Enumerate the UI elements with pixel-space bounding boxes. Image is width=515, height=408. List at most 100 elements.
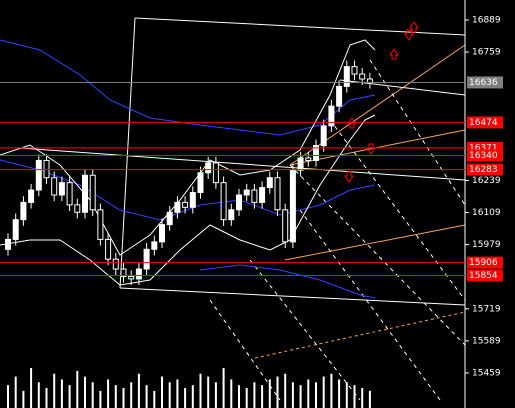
volume-bar bbox=[207, 376, 210, 408]
level-box bbox=[467, 149, 503, 162]
candle-body bbox=[28, 189, 35, 203]
volume-bar bbox=[276, 376, 279, 408]
volume-bar bbox=[14, 376, 17, 408]
candle-body bbox=[228, 209, 235, 221]
volume-bar bbox=[60, 379, 63, 408]
candle-body bbox=[351, 66, 358, 75]
volume-bar bbox=[161, 376, 163, 408]
fan-line bbox=[284, 224, 466, 261]
candle-body bbox=[20, 201, 27, 221]
volume-bar bbox=[37, 382, 40, 408]
volume-bar bbox=[261, 385, 264, 408]
candle-body bbox=[274, 177, 281, 211]
arrow-down bbox=[404, 29, 414, 41]
candle-body bbox=[220, 182, 227, 221]
arrows bbox=[344, 21, 419, 183]
candle-body bbox=[89, 174, 96, 211]
candle-body bbox=[366, 78, 373, 83]
level-label: 16474 bbox=[469, 118, 498, 128]
candle-body bbox=[35, 159, 42, 191]
volume-bar bbox=[322, 376, 325, 408]
volume-bar bbox=[84, 376, 86, 408]
volume-bar bbox=[99, 390, 102, 408]
candle-body bbox=[212, 162, 219, 184]
candle-body bbox=[5, 238, 11, 250]
candle-body bbox=[197, 172, 204, 194]
y-tick-label: 16239 bbox=[472, 176, 501, 186]
candle-body bbox=[305, 157, 312, 161]
fan-line bbox=[329, 119, 466, 301]
volume-bar bbox=[299, 385, 302, 408]
volume-bar bbox=[7, 385, 9, 408]
candle-body bbox=[336, 85, 343, 107]
volume-bar bbox=[268, 379, 271, 408]
arrow-up bbox=[347, 117, 357, 129]
candle-body bbox=[266, 177, 273, 189]
volume-bar bbox=[284, 373, 287, 408]
volume-bar bbox=[145, 385, 148, 408]
candle-body bbox=[343, 66, 350, 87]
candle-body bbox=[66, 182, 73, 206]
level-label: 16371 bbox=[469, 143, 498, 153]
volume-bar bbox=[122, 388, 125, 408]
volume-bar bbox=[353, 385, 356, 408]
y-tick-label: 15719 bbox=[472, 304, 501, 314]
volume-bar bbox=[230, 379, 233, 408]
trend-line bbox=[19, 147, 466, 181]
volume-bar bbox=[45, 388, 48, 408]
volume-bar bbox=[245, 388, 248, 408]
candle-body bbox=[159, 224, 165, 243]
candle-body bbox=[12, 219, 19, 240]
volume-bar bbox=[222, 368, 225, 408]
volume-bar bbox=[291, 382, 294, 408]
candle-body bbox=[251, 189, 258, 203]
arrow-up bbox=[389, 48, 399, 60]
candle-body bbox=[135, 268, 142, 280]
volume-bar bbox=[114, 385, 117, 408]
candle-body bbox=[97, 209, 104, 240]
volume-bar bbox=[91, 382, 94, 408]
volume-bar bbox=[176, 379, 179, 408]
volume-bar bbox=[345, 382, 348, 408]
volume-bar bbox=[338, 379, 341, 408]
moving-average bbox=[0, 159, 376, 221]
volume-bar bbox=[184, 388, 187, 408]
volume-bar bbox=[137, 373, 140, 408]
candle-body bbox=[174, 201, 181, 213]
volume-bar bbox=[307, 379, 310, 408]
volume-bar bbox=[130, 382, 133, 408]
candle-body bbox=[105, 238, 112, 260]
volume-bar bbox=[107, 379, 110, 408]
fan-line bbox=[249, 259, 361, 401]
candle-body bbox=[297, 157, 304, 171]
candle-body bbox=[58, 182, 65, 196]
candle-body bbox=[289, 169, 296, 243]
level-box bbox=[467, 256, 503, 269]
volume-bar bbox=[191, 385, 194, 408]
volume-bar bbox=[368, 390, 371, 408]
volume-bar bbox=[30, 368, 33, 408]
volume-bar bbox=[22, 390, 25, 408]
y-tick-label: 16109 bbox=[472, 208, 501, 218]
candle-body bbox=[328, 105, 335, 127]
candle-body bbox=[166, 211, 173, 226]
volume-bar bbox=[330, 373, 333, 408]
fan-line bbox=[369, 59, 466, 206]
level-label: 15854 bbox=[469, 271, 498, 281]
current-price-label: 16636 bbox=[469, 78, 498, 88]
fan-line bbox=[289, 164, 466, 346]
arrow-up bbox=[409, 21, 419, 33]
volume-bar bbox=[168, 382, 171, 408]
volume-bar bbox=[253, 382, 256, 408]
volume-bar bbox=[361, 388, 364, 408]
y-tick-label: 16889 bbox=[472, 15, 501, 25]
y-tick-label: 15459 bbox=[472, 368, 501, 378]
y-tick-label: 15589 bbox=[472, 336, 501, 346]
candle-body bbox=[51, 177, 58, 196]
arrow-down bbox=[344, 171, 354, 183]
candle-body bbox=[320, 125, 327, 147]
candle-body bbox=[182, 201, 189, 208]
trend-line bbox=[134, 17, 466, 36]
candle-body bbox=[243, 189, 250, 196]
